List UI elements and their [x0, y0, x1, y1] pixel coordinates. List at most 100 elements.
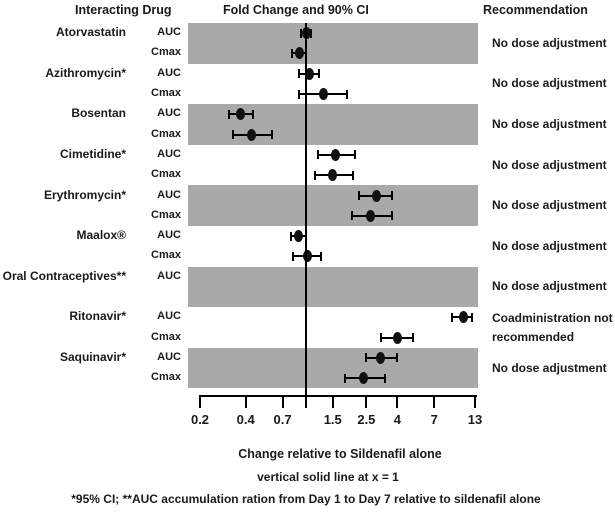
- x-axis-tick: [281, 395, 284, 408]
- drug-label: Atorvastatin: [55, 25, 126, 40]
- ci-cap-left: [291, 251, 294, 261]
- drug-label: Maalox®: [76, 228, 126, 243]
- x-axis-tick-label: 2.5: [357, 412, 376, 427]
- x-axis-tick-label: 4: [393, 412, 401, 427]
- point-estimate-marker: [330, 148, 340, 161]
- ci-cap-right: [383, 373, 386, 383]
- drug-label: Bosentan: [71, 106, 126, 121]
- parameter-label: AUC: [157, 229, 181, 242]
- ci-cap-right: [391, 191, 394, 201]
- x-axis-tick: [474, 395, 476, 408]
- ci-cap-left: [317, 150, 320, 160]
- x-axis-tick: [396, 395, 399, 408]
- recommendation-text: No dose adjustment: [492, 360, 607, 375]
- x-axis-tick: [305, 395, 308, 408]
- x-axis-tick: [365, 395, 368, 408]
- parameter-label: Cmax: [151, 208, 181, 221]
- group-band: [188, 23, 478, 64]
- point-estimate-marker: [304, 67, 314, 80]
- ci-cap-right: [412, 333, 415, 343]
- recommendation-text: No dose adjustment: [492, 76, 607, 91]
- recommendation-text: No dose adjustment: [492, 238, 607, 253]
- point-estimate-marker: [318, 88, 328, 101]
- parameter-label: Cmax: [151, 249, 181, 262]
- ci-cap-right: [391, 211, 394, 221]
- x-axis-tick: [433, 395, 436, 408]
- ci-cap-right: [320, 251, 323, 261]
- x-axis-tick: [199, 395, 201, 408]
- x-axis-tick-label: 0.4: [236, 412, 255, 427]
- parameter-label: AUC: [157, 147, 181, 160]
- ci-cap-left: [227, 109, 230, 119]
- parameter-label: Cmax: [151, 330, 181, 343]
- drug-label: Oral Contraceptives**: [2, 268, 126, 283]
- ci-cap-right: [353, 150, 356, 160]
- group-band: [188, 347, 478, 389]
- x-axis-tick-label: 0.7: [273, 412, 292, 427]
- parameter-label: Cmax: [151, 87, 181, 100]
- point-estimate-marker: [302, 250, 312, 263]
- point-estimate-marker: [236, 108, 246, 121]
- footnote: *95% CI; **AUC accumulation ration from …: [71, 492, 541, 506]
- ci-cap-left: [365, 353, 368, 363]
- x-axis-tick: [244, 395, 247, 408]
- x-axis-line: [200, 395, 477, 397]
- chart-title: Fold Change and 90% CI: [223, 3, 369, 17]
- x-axis-tick-label: 13: [467, 412, 483, 427]
- ci-cap-right: [318, 69, 321, 79]
- recommendation-text: No dose adjustment: [492, 157, 607, 172]
- parameter-label: Cmax: [151, 127, 181, 140]
- parameter-label: AUC: [157, 66, 181, 79]
- x-axis-label: Change relative to Sildenafil alone: [238, 447, 442, 461]
- parameter-label: AUC: [157, 188, 181, 201]
- point-estimate-marker: [371, 189, 381, 202]
- x-axis-tick-label: 1.5: [323, 412, 342, 427]
- ci-cap-left: [298, 69, 301, 79]
- ci-cap-left: [343, 373, 346, 383]
- drug-label: Cimetidine*: [59, 146, 126, 161]
- x-axis-tick: [331, 395, 334, 408]
- parameter-label: AUC: [157, 350, 181, 363]
- column-header-interacting-drug: Interacting Drug: [75, 3, 172, 17]
- point-estimate-marker: [365, 209, 375, 222]
- point-estimate-marker: [294, 47, 304, 60]
- group-band: [188, 226, 478, 267]
- ci-cap-right: [345, 89, 348, 99]
- ci-cap-right: [252, 109, 255, 119]
- group-band: [188, 185, 478, 226]
- recommendation-text: No dose adjustment: [492, 198, 607, 213]
- point-estimate-marker: [459, 311, 469, 324]
- ci-cap-left: [350, 211, 353, 221]
- parameter-label: AUC: [157, 269, 181, 282]
- point-estimate-marker: [328, 169, 338, 182]
- ci-cap-right: [351, 170, 354, 180]
- ci-cap-left: [299, 28, 302, 38]
- group-band: [188, 266, 478, 308]
- drug-label: Saquinavir*: [59, 349, 126, 364]
- x-axis-tick-label: 0.2: [190, 412, 210, 427]
- column-header-recommendation: Recommendation: [483, 3, 588, 17]
- ci-cap-right: [396, 353, 399, 363]
- point-estimate-marker: [247, 128, 257, 141]
- point-estimate-marker: [293, 230, 303, 243]
- recommendation-text: No dose adjustment: [492, 117, 607, 131]
- drug-label: Azithromycin*: [45, 65, 126, 80]
- drug-label: Erythromycin*: [43, 187, 126, 202]
- ci-cap-left: [298, 89, 301, 99]
- ci-cap-left: [231, 130, 234, 140]
- parameter-label: AUC: [157, 107, 181, 120]
- parameter-label: AUC: [157, 26, 181, 39]
- point-estimate-marker: [359, 372, 369, 385]
- reference-line-note: vertical solid line at x = 1: [257, 470, 399, 484]
- ci-cap-right: [310, 28, 313, 38]
- parameter-label: Cmax: [151, 168, 181, 181]
- ci-cap-left: [313, 170, 316, 180]
- ci-cap-left: [379, 333, 382, 343]
- recommendation-text: No dose adjustment: [492, 35, 607, 50]
- parameter-label: Cmax: [151, 371, 181, 384]
- ci-cap-right: [271, 130, 274, 140]
- drug-label: Ritonavir*: [69, 309, 126, 324]
- group-band: [188, 307, 478, 348]
- ci-cap-left: [290, 231, 293, 241]
